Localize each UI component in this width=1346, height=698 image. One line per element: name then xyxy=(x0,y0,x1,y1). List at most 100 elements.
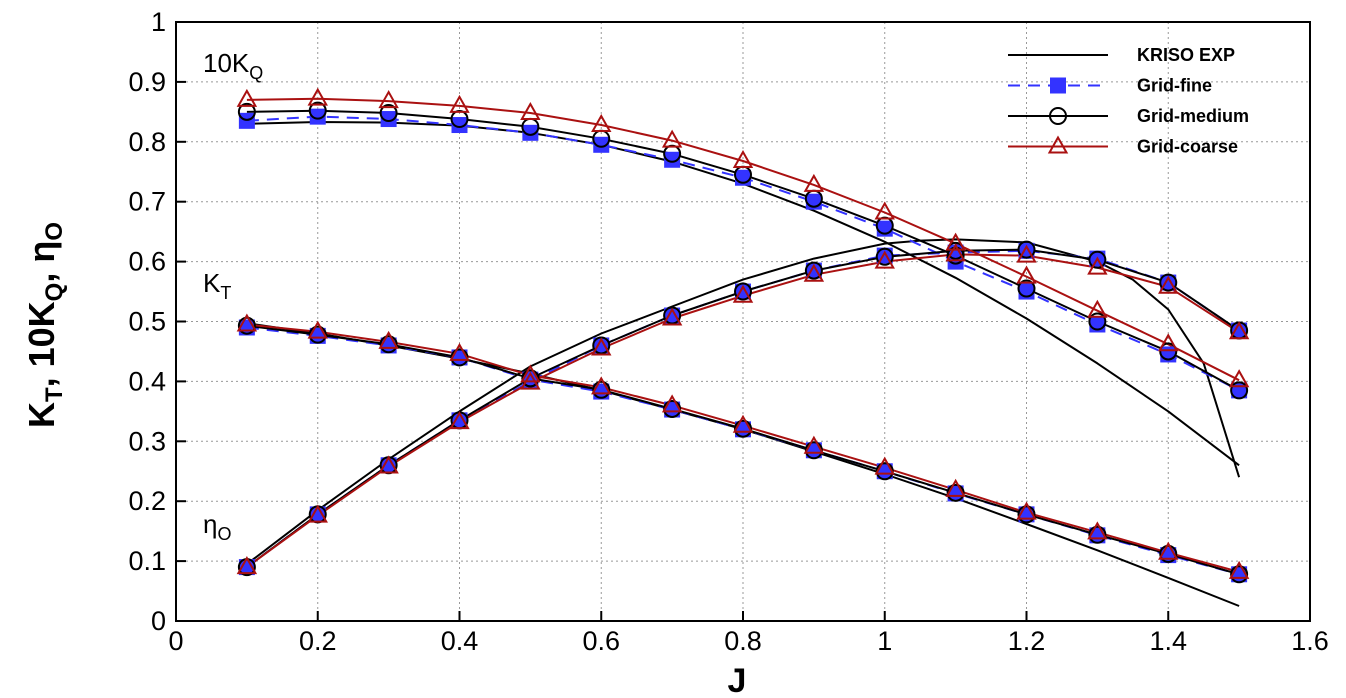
marker-grid-coarse-kt xyxy=(661,394,683,413)
y-tick-label: 0.4 xyxy=(128,366,166,396)
y-tick-label: 0.2 xyxy=(128,486,166,516)
marker-grid-coarse-eta xyxy=(1228,321,1250,340)
marker-grid-coarse-kq xyxy=(378,90,399,109)
x-tick-label: 0.6 xyxy=(582,626,620,656)
marker-grid-coarse-kq xyxy=(732,149,754,168)
y-tick-label: 1 xyxy=(151,7,166,37)
marker-grid-fine-kq xyxy=(593,136,610,153)
marker-grid-coarse-eta xyxy=(378,455,399,474)
marker-grid-coarse-kq xyxy=(236,88,258,107)
marker-grid-coarse-kt xyxy=(591,376,612,395)
marker-grid-coarse-eta xyxy=(732,284,754,303)
y-tick-label: 0.7 xyxy=(128,187,166,217)
y-tick-label: 0.5 xyxy=(128,307,166,337)
marker-grid-medium-eta xyxy=(521,369,540,388)
marker-grid-medium-kq xyxy=(1230,381,1249,400)
marker-grid-medium-kq xyxy=(237,102,256,121)
marker-grid-coarse-eta xyxy=(520,371,541,390)
marker-grid-coarse-kq xyxy=(591,113,612,133)
x-axis-title: J xyxy=(728,662,747,698)
marker-grid-fine-kq xyxy=(522,124,539,141)
marker-grid-coarse-kq xyxy=(449,94,470,113)
marker-grid-medium-eta xyxy=(734,282,752,301)
axis-ticks: 0 0.2 0.4 0.6 0.8 1 1.2 1.4 1.6 0 0.1 0.2 0.3 0.4 0.5 0… xyxy=(128,7,1328,656)
marker-grid-coarse-kt xyxy=(803,435,825,454)
x-tick-label: 1 xyxy=(877,626,892,656)
marker-grid-coarse-kq xyxy=(1158,333,1179,352)
marker-grid-fine-kq xyxy=(309,108,326,125)
marker-grid-coarse-kq xyxy=(307,87,328,106)
marker-grid-medium-kq xyxy=(1088,312,1107,331)
series-line-grid-coarse-kq xyxy=(246,97,1240,382)
marker-grid-coarse-eta xyxy=(874,250,895,269)
marker-grid-coarse-eta xyxy=(1158,275,1179,294)
y-tick-label: 0.8 xyxy=(128,127,166,157)
marker-grid-medium-eta xyxy=(1159,273,1178,292)
marker-grid-medium-kt xyxy=(308,325,327,344)
marker-grid-medium-kt xyxy=(734,419,752,438)
legend-marker-grid-coarse xyxy=(1047,135,1069,154)
y-tick-label: 0.3 xyxy=(128,426,166,456)
marker-grid-medium-kq xyxy=(308,101,327,120)
annotation-eta: ηO xyxy=(203,509,231,544)
marker-grid-coarse-kt xyxy=(1016,501,1037,520)
x-tick-label: 0.4 xyxy=(441,626,479,656)
marker-grid-medium-kt xyxy=(237,316,256,335)
marker-grid-medium-kq xyxy=(379,104,398,123)
marker-grid-coarse-kq xyxy=(874,201,895,220)
legend-label-grid-medium: Grid-medium xyxy=(1137,106,1249,126)
marker-grid-coarse-eta xyxy=(591,337,612,356)
legend: KRISO EXP Grid-fine Grid-medium Grid-coarse xyxy=(1008,45,1249,157)
marker-grid-medium-eta xyxy=(946,241,965,260)
annotation-10kq: 10KQ xyxy=(203,48,263,83)
marker-grid-fine-kq xyxy=(664,151,681,168)
marker-grid-coarse-kt xyxy=(307,320,328,339)
marker-grid-coarse-kt xyxy=(1087,521,1108,540)
marker-grid-medium-eta xyxy=(804,261,823,280)
marker-grid-medium-kq xyxy=(946,246,965,265)
series-markers xyxy=(236,87,1250,584)
marker-grid-coarse-kq xyxy=(520,102,541,121)
marker-grid-medium-eta xyxy=(1088,250,1107,269)
marker-grid-coarse-kq xyxy=(1016,265,1037,284)
marker-grid-coarse-kq xyxy=(1228,369,1250,388)
marker-grid-fine-kq xyxy=(451,117,468,134)
marker-grid-coarse-kt xyxy=(236,313,258,332)
x-tick-label: 0.2 xyxy=(299,626,337,656)
marker-grid-medium-kt xyxy=(1088,525,1107,544)
legend-label-kriso-exp: KRISO EXP xyxy=(1137,45,1235,65)
marker-grid-medium-kt xyxy=(1159,544,1178,563)
marker-grid-coarse-kq xyxy=(803,173,825,192)
x-tick-label: 1.4 xyxy=(1149,626,1187,656)
y-tick-label: 0.6 xyxy=(128,247,166,277)
marker-grid-coarse-kt xyxy=(449,342,470,361)
marker-grid-coarse-eta xyxy=(945,243,966,262)
marker-grid-coarse-eta xyxy=(1087,256,1108,275)
marker-grid-coarse-eta xyxy=(803,263,825,282)
legend-label-grid-coarse: Grid-coarse xyxy=(1137,137,1238,157)
marker-grid-coarse-kt xyxy=(1158,541,1179,560)
y-axis-title: KT, 10KQ, ηO xyxy=(21,222,68,428)
marker-grid-coarse-kt xyxy=(378,330,399,349)
x-tick-label: 0.8 xyxy=(724,626,762,656)
marker-grid-coarse-kq xyxy=(1087,299,1108,318)
marker-grid-coarse-kt xyxy=(1228,560,1250,579)
legend-marker-grid-medium xyxy=(1049,107,1067,125)
marker-grid-fine-kq xyxy=(380,111,397,128)
marker-grid-coarse-eta xyxy=(1016,244,1037,263)
y-tick-label: 0.1 xyxy=(128,546,166,576)
marker-grid-coarse-eta xyxy=(236,556,258,575)
annotation-kt: KT xyxy=(203,268,231,303)
marker-grid-coarse-kt xyxy=(874,456,895,475)
series-line-kriso-exp-eta xyxy=(246,238,1241,565)
legend-label-grid-fine: Grid-fine xyxy=(1137,76,1212,96)
marker-grid-coarse-eta xyxy=(449,411,470,430)
marker-grid-coarse-eta xyxy=(307,504,328,523)
x-tick-label: 1.2 xyxy=(1008,626,1046,656)
marker-grid-medium-kt xyxy=(1017,505,1036,524)
y-tick-label: 0.9 xyxy=(128,67,166,97)
marker-grid-coarse-kt xyxy=(732,414,754,433)
marker-grid-medium-kq xyxy=(1159,342,1178,361)
y-tick-label: 0 xyxy=(151,606,166,636)
